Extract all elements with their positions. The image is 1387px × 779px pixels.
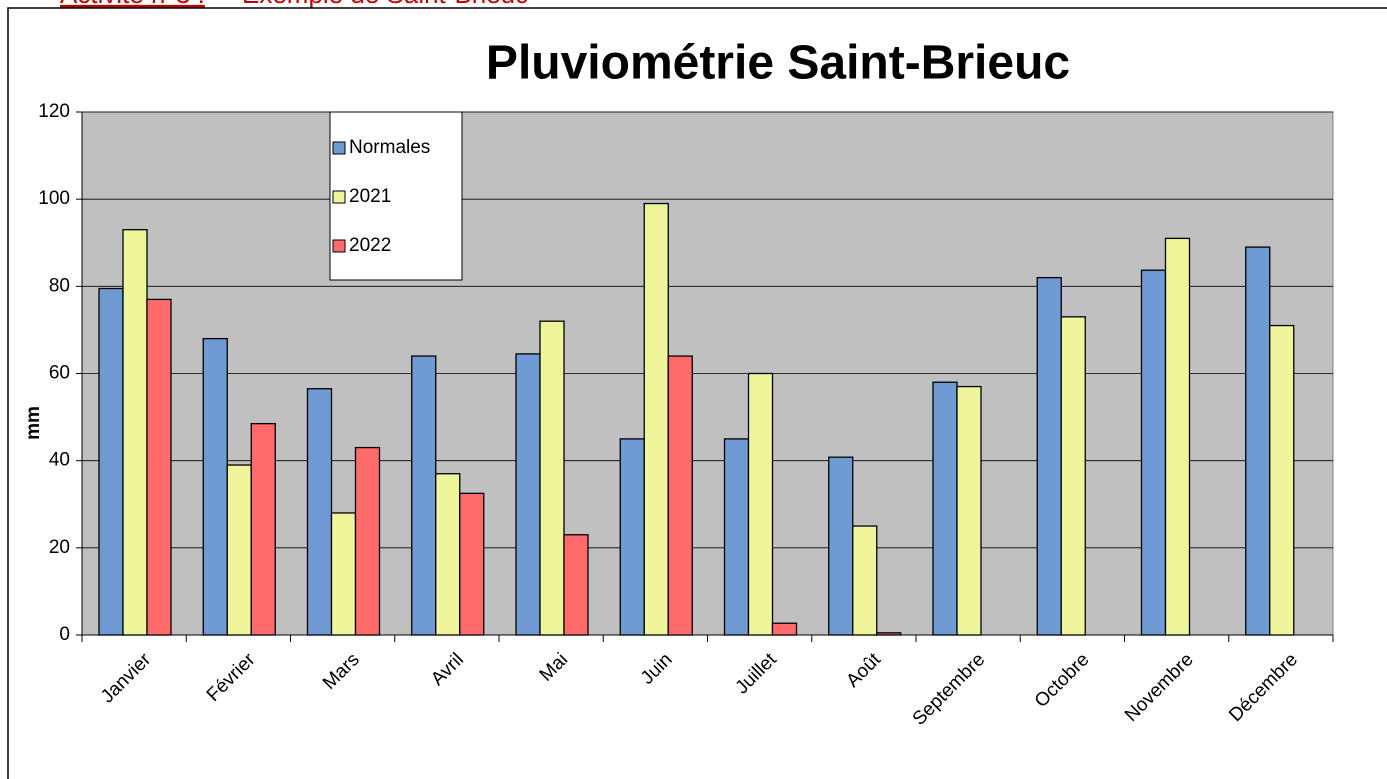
bar (771, 622, 798, 636)
legend-swatch (332, 190, 346, 204)
x-tick-label: Juillet (732, 649, 782, 699)
bar (250, 422, 276, 636)
x-tick-label: Janvier (97, 649, 156, 708)
legend-swatch (332, 239, 346, 253)
x-tick-label: Mai (536, 649, 573, 686)
bar (98, 287, 124, 636)
bar (330, 512, 357, 636)
bar (539, 320, 565, 636)
bar (306, 388, 333, 636)
bar (956, 385, 982, 636)
bar (723, 438, 750, 636)
bar (515, 353, 541, 636)
legend-swatch (332, 141, 346, 155)
x-tick-label: Septembre (909, 649, 990, 730)
legend (329, 111, 463, 281)
y-axis-label: mm (23, 406, 44, 440)
bar (1164, 237, 1191, 636)
bar (122, 229, 148, 636)
bar (852, 525, 878, 636)
bar (1060, 316, 1086, 636)
legend-label: 2021 (349, 186, 391, 207)
bar (226, 464, 252, 636)
bar (643, 202, 669, 636)
x-tick-label: Octobre (1031, 649, 1094, 712)
x-tick-label: Avril (427, 649, 468, 690)
bar (563, 534, 589, 636)
bar (1036, 276, 1062, 636)
bar (619, 438, 645, 636)
bar (146, 298, 172, 636)
x-tick-label: Mars (319, 649, 364, 694)
legend-label: 2022 (349, 235, 391, 256)
bar (747, 372, 774, 636)
y-tick-label: 40 (49, 450, 70, 471)
y-tick-label: 120 (38, 101, 70, 122)
x-tick-label: Juin (637, 649, 676, 688)
bar (202, 337, 228, 636)
y-tick-label: 0 (59, 624, 70, 645)
bar (435, 473, 461, 636)
y-tick-label: 20 (49, 537, 70, 558)
bar (1269, 324, 1295, 636)
x-tick-label: Novembre (1121, 649, 1198, 726)
bar (667, 355, 693, 636)
bar (411, 355, 437, 636)
y-tick-label: 100 (38, 188, 70, 209)
bar (828, 456, 854, 636)
bar (354, 446, 381, 636)
bar (932, 381, 958, 636)
legend-label: Normales (349, 137, 430, 158)
x-tick-label: Février (203, 649, 260, 706)
activity-label: Activité n°3 : (60, 0, 205, 9)
bar (459, 492, 485, 636)
chart-title: Pluviométrie Saint-Brieuc (486, 37, 1070, 90)
x-tick-label: Août (842, 649, 885, 692)
y-tick-label: 60 (49, 363, 70, 384)
chart-frame (7, 7, 1387, 779)
y-tick-label: 80 (49, 275, 70, 296)
activity-text: Exemple de Saint-Brieuc (242, 0, 528, 9)
bar (1245, 246, 1271, 636)
x-tick-label: Décembre (1225, 649, 1302, 726)
bar (1140, 269, 1167, 636)
